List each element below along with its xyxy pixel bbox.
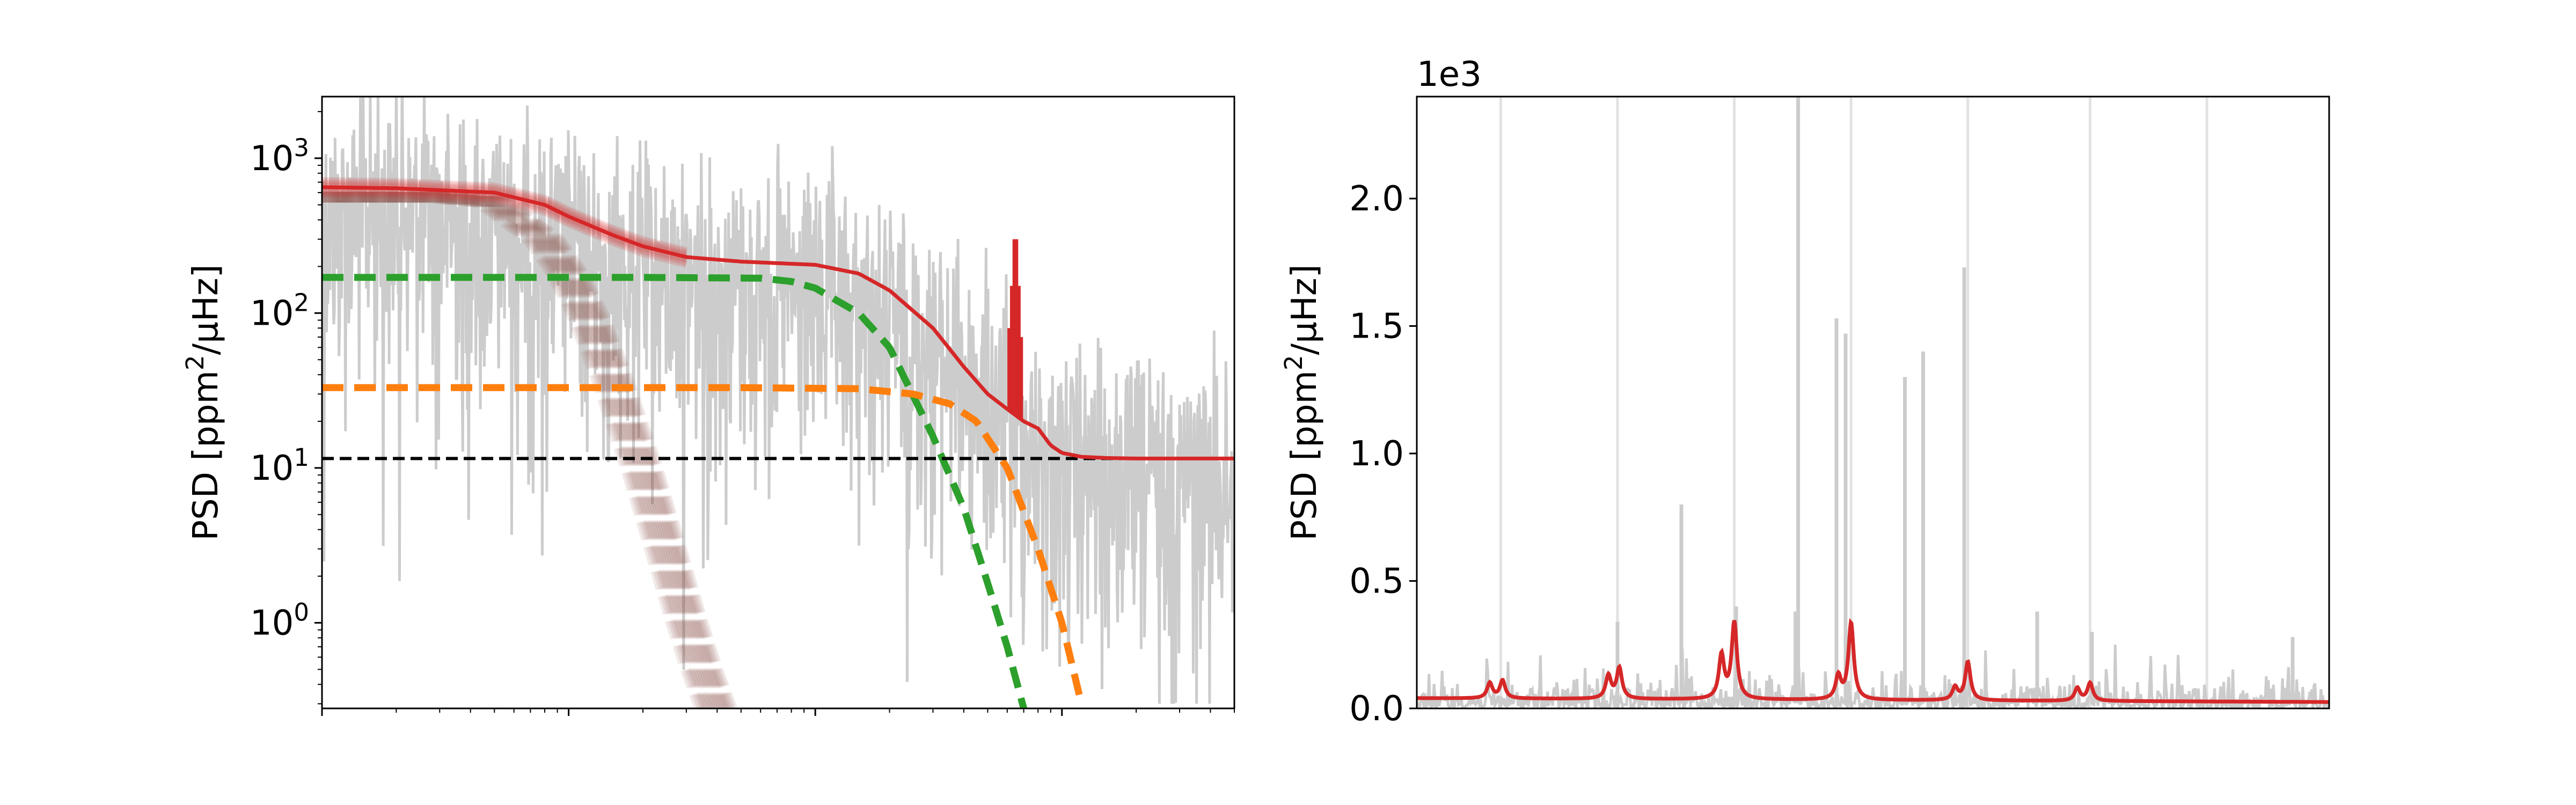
left-y-tick-label: 100 — [250, 598, 309, 643]
left-series-sample — [322, 192, 705, 708]
left-panel: 100 101 102 103 PSD [ppm2/μHz] — [181, 96, 1235, 716]
left-series-model — [322, 185, 1234, 460]
left-series-sample — [330, 192, 731, 708]
right-y-axis-label: PSD [ppm2/μHz] — [1279, 264, 1324, 540]
left-y-tick-label: 102 — [250, 288, 309, 333]
left-series-sample — [328, 192, 728, 708]
left-series-sample — [332, 192, 733, 708]
left-series-sample — [322, 192, 716, 708]
right-y-tick-label: 1.5 — [1349, 307, 1404, 347]
left-y-ticks: 100 101 102 103 — [250, 111, 322, 705]
left-series-model-sample — [322, 191, 687, 268]
right-series-model — [1417, 618, 2329, 704]
left-x-ticks — [321, 708, 1235, 716]
left-y-tick-label: 101 — [250, 443, 309, 488]
right-plot-area — [1417, 97, 2329, 708]
left-series-sample — [322, 192, 713, 708]
left-series-model-sample — [322, 177, 687, 254]
right-y-tick-label: 1.0 — [1349, 434, 1404, 474]
left-series-data — [322, 97, 1234, 704]
left-series-model-sample — [322, 180, 687, 258]
right-axes-frame — [1416, 96, 2330, 709]
left-series-sample — [323, 192, 723, 708]
left-series-sample — [322, 192, 708, 708]
left-series-sample — [325, 192, 726, 708]
left-series-model-sample — [322, 186, 687, 264]
left-y-axis-label: PSD [ppm2/μHz] — [181, 264, 226, 540]
right-y-tick-label: 2.0 — [1349, 179, 1404, 219]
left-plot-area — [322, 97, 1234, 708]
left-y-tick-label: 103 — [250, 134, 309, 179]
left-series-harvey-1 — [322, 274, 1027, 708]
left-series-sample — [322, 192, 719, 708]
left-series-model-sample — [322, 179, 687, 257]
left-axes-frame — [321, 96, 1235, 709]
right-y-tick-label: 0.5 — [1349, 562, 1404, 602]
left-series-sample — [322, 192, 711, 708]
right-y-ticks: 0.0 0.5 1.0 1.5 2.0 — [1349, 179, 1417, 729]
right-panel: 0.0 0.5 1.0 1.5 2.0 1e3 PSD [ppm2/μHz] — [1279, 55, 2330, 729]
left-series-sample — [322, 192, 721, 708]
right-y-tick-label: 0.0 — [1349, 689, 1404, 729]
right-y-offset-label: 1e3 — [1417, 55, 1482, 94]
left-series-sample — [336, 192, 737, 708]
left-series-model-sample — [322, 188, 687, 266]
right-series-data — [1417, 645, 2329, 708]
left-series-sample — [334, 192, 735, 708]
